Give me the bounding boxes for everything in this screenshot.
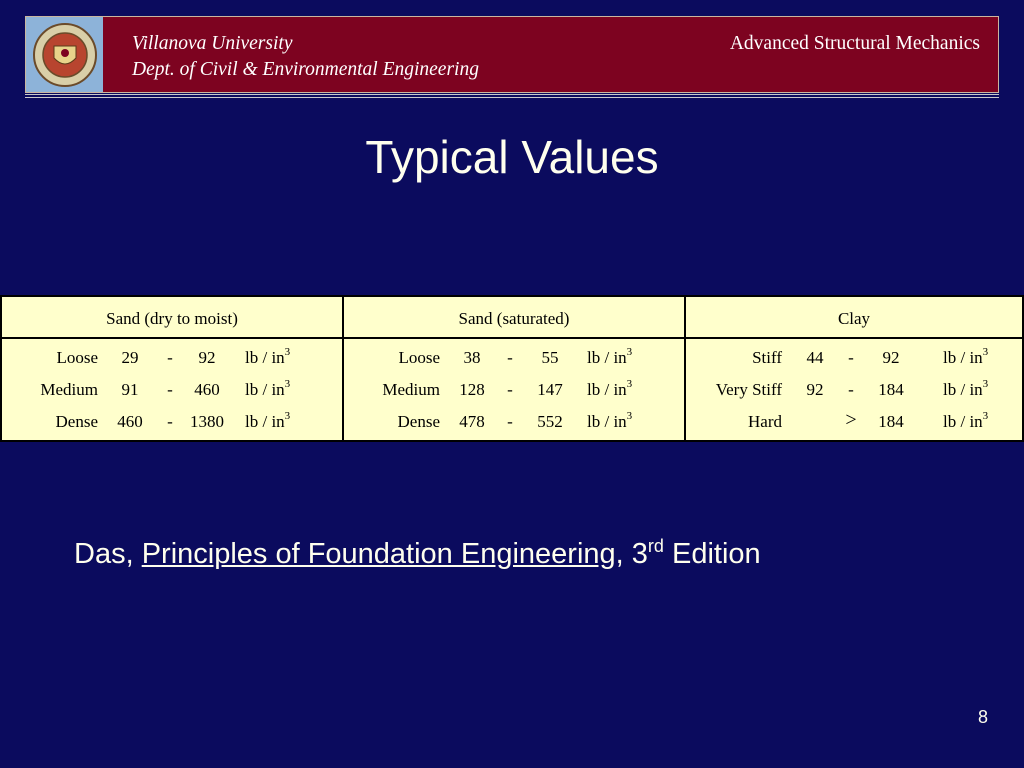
citation: Das, Principles of Foundation Engineerin…	[74, 536, 761, 571]
low-value: 478	[459, 412, 485, 431]
range-separator: -	[167, 348, 173, 367]
high-value: 460	[194, 380, 220, 399]
unit: lb / in3	[587, 410, 633, 432]
university-name: Villanova University	[132, 33, 293, 54]
unit: lb / in3	[245, 346, 291, 368]
unit: lb / in3	[587, 378, 633, 400]
row-label: Medium	[382, 380, 440, 399]
column-header: Sand (dry to moist)	[106, 309, 238, 328]
unit: lb / in3	[943, 410, 989, 432]
column-divider	[342, 297, 344, 440]
row-label: Dense	[397, 412, 440, 431]
row-label: Dense	[55, 412, 98, 431]
unit: lb / in3	[245, 378, 291, 400]
low-value: 29	[121, 348, 139, 367]
column-header: Clay	[837, 309, 871, 328]
header-rule	[25, 97, 999, 98]
header-rule	[25, 94, 999, 95]
course-name: Advanced Structural Mechanics	[729, 33, 980, 54]
slide-title: Typical Values	[365, 131, 659, 183]
range-separator: -	[848, 380, 854, 399]
citation-ordinal: rd	[647, 536, 664, 556]
unit: lb / in3	[587, 346, 633, 368]
row-label: Loose	[398, 348, 440, 367]
low-value: 91	[121, 380, 139, 399]
high-value: 92	[198, 348, 216, 367]
column-header: Sand (saturated)	[458, 309, 570, 328]
row-label: Very Stiff	[715, 380, 782, 399]
slide-header: Villanova University Dept. of Civil & En…	[25, 16, 999, 93]
citation-book-title: Principles of Foundation Engineering	[141, 538, 616, 570]
range-separator: -	[167, 380, 173, 399]
low-value: 44	[806, 348, 824, 367]
range-separator: -	[507, 380, 513, 399]
low-value: 38	[463, 348, 481, 367]
column-divider	[684, 297, 686, 440]
row-label: Stiff	[752, 348, 782, 367]
department-name: Dept. of Civil & Environmental Engineeri…	[132, 59, 479, 80]
high-value: 147	[537, 380, 563, 399]
row-label: Loose	[56, 348, 98, 367]
low-value: 92	[806, 380, 824, 399]
citation-author: Das,	[74, 538, 142, 570]
row-label: Hard	[748, 412, 782, 431]
range-separator: -	[167, 412, 173, 431]
citation-edition: Edition	[663, 538, 761, 570]
row-label: Medium	[40, 380, 98, 399]
high-value: 92	[882, 348, 900, 367]
typical-values-table: Sand (dry to moist) Sand (saturated) Cla…	[0, 295, 1024, 442]
range-separator: -	[507, 348, 513, 367]
page-number: 8	[977, 707, 988, 727]
high-value: 1380	[190, 412, 224, 431]
unit: lb / in3	[943, 346, 989, 368]
high-value: 552	[537, 412, 563, 431]
low-value: 128	[459, 380, 485, 399]
range-separator: -	[507, 412, 513, 431]
low-value: 460	[117, 412, 143, 431]
high-value: 184	[878, 412, 904, 431]
range-separator: -	[848, 348, 854, 367]
high-value: 184	[878, 380, 904, 399]
university-seal-icon	[26, 17, 103, 92]
header-divider	[2, 337, 1022, 339]
unit: lb / in3	[245, 410, 291, 432]
unit: lb / in3	[943, 378, 989, 400]
high-value: 55	[541, 348, 559, 367]
citation-edition-number: , 3	[615, 538, 648, 570]
range-separator: >	[845, 409, 857, 431]
